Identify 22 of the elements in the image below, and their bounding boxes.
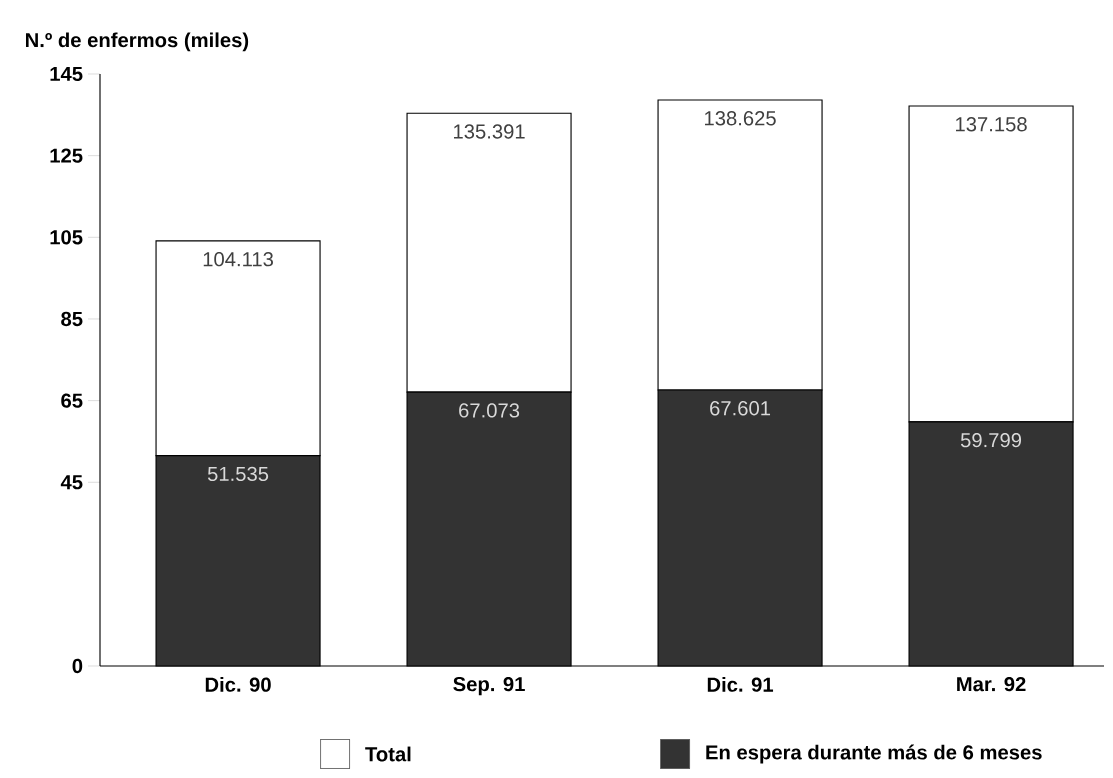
x-tick-label: Dic. 90 (205, 676, 271, 692)
y-tick-label: 145 (50, 66, 83, 82)
total-label: 137.158 (956, 117, 1027, 132)
y-tick-label: 65 (61, 393, 83, 408)
y-tick-label: 125 (50, 148, 83, 163)
total-label: 104.113 (203, 252, 273, 267)
data-label: 59.799 (960, 432, 1022, 448)
y-tick-label: 105 (50, 230, 83, 245)
x-tick-label: Sep. 91 (453, 676, 525, 696)
y-tick-label: 85 (61, 311, 83, 327)
data-label: 51.535 (207, 466, 269, 482)
total-label: 135.391 (454, 124, 525, 139)
y-tick-label: 0 (72, 658, 83, 674)
data-label: 67.073 (459, 403, 520, 418)
y-axis-title: N.º de enfermos (miles) (25, 32, 249, 52)
data-label: 67.601 (710, 401, 771, 416)
legend-label: Total (365, 746, 411, 762)
total-label: 138.625 (705, 111, 776, 126)
y-tick-label: 45 (60, 475, 83, 490)
x-tick-label: Dic. 91 (707, 676, 774, 692)
legend-label: En espera durante más de 6 meses (706, 744, 1042, 764)
x-tick-label: Mar. 92 (957, 676, 1026, 692)
